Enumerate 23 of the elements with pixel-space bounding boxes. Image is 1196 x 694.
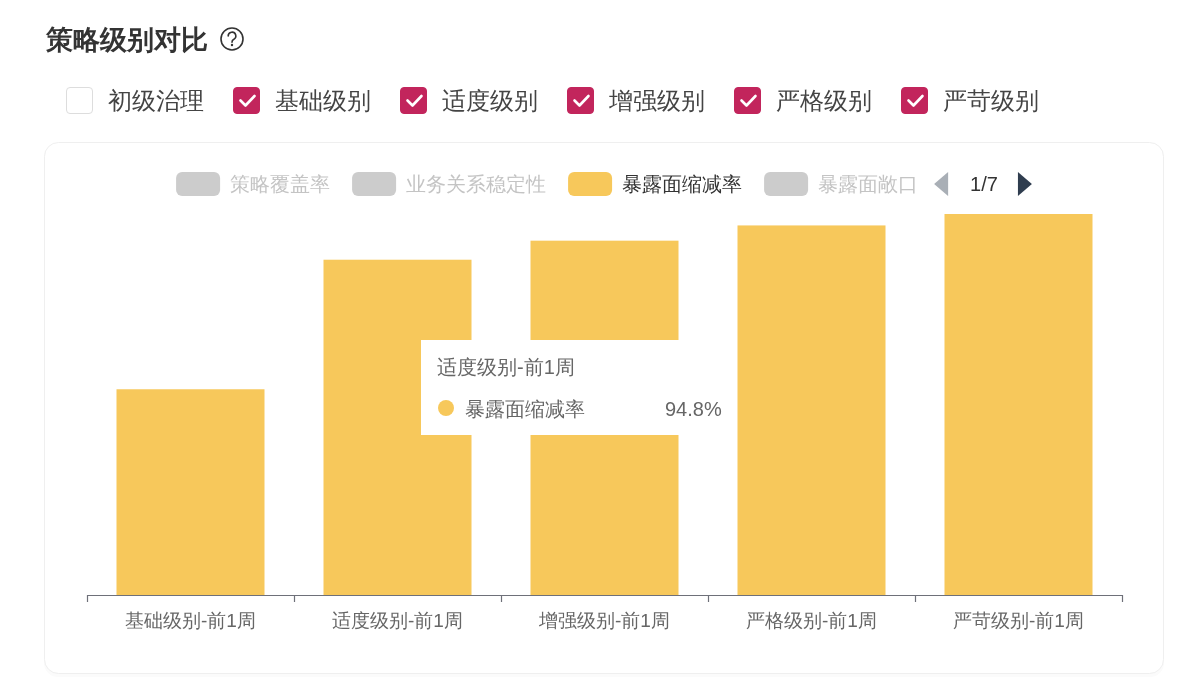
legend-item: 暴露面缩减率 (568, 172, 743, 196)
x-tick-label: 严格级别-前1周 (746, 610, 877, 631)
legend-item: 暴露面敞口 (764, 172, 919, 196)
checkbox-label: 初级治理 (108, 87, 204, 114)
checkbox-label: 基础级别 (275, 87, 371, 114)
x-tick-label: 增强级别-前1周 (539, 610, 670, 631)
annotation: 94.8% (665, 398, 722, 420)
legend-label: 策略覆盖率 (230, 173, 331, 195)
legend-pager: 1/7 (970, 173, 998, 195)
checkbox-label: 严苛级别 (943, 87, 1039, 114)
legend-label: 暴露面敞口 (818, 173, 919, 195)
legend-label: 业务关系稳定性 (406, 173, 547, 195)
x-tick-label: 严苛级别-前1周 (953, 610, 1084, 631)
x-tick-label: 基础级别-前1周 (125, 610, 256, 631)
checkbox-label: 严格级别 (776, 87, 872, 114)
legend-item: 策略覆盖率 (176, 172, 331, 196)
legend-label: 暴露面缩减率 (465, 398, 585, 420)
x-tick-label: 适度级别-前1周 (332, 610, 463, 631)
title: 策略级别对比 (46, 25, 208, 55)
checkbox-label: 适度级别 (442, 87, 538, 114)
legend-item: 业务关系稳定性 (352, 172, 547, 196)
checkbox-label: 增强级别 (609, 87, 705, 114)
annotation: 适度级别-前1周 (437, 356, 575, 378)
